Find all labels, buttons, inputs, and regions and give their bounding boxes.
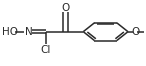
Text: O: O bbox=[61, 3, 69, 13]
Text: HO: HO bbox=[2, 27, 18, 37]
Text: N: N bbox=[25, 27, 32, 37]
Text: Cl: Cl bbox=[41, 45, 51, 55]
Text: O: O bbox=[131, 27, 139, 37]
